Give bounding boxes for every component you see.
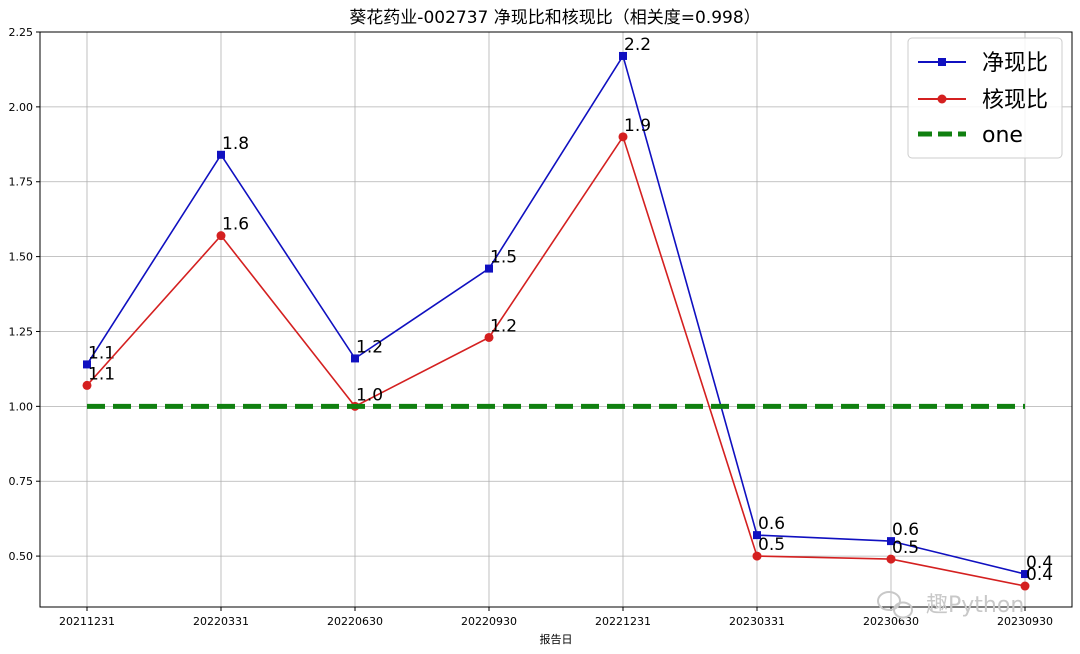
data-label: 0.4: [1026, 553, 1053, 573]
series-point-0: [619, 51, 627, 60]
data-label: 0.6: [758, 514, 785, 534]
series-point-0: [485, 264, 493, 273]
series-line-1: [86, 134, 1026, 587]
chart-title: 葵花药业-002737 净现比和核现比（相关度=0.998）: [349, 8, 760, 28]
legend-box: [907, 37, 1063, 159]
series-point-1: [216, 231, 226, 241]
data-label: 1.6: [222, 215, 249, 235]
series-point-1: [484, 332, 494, 342]
y-tick-label: 1.50: [9, 251, 34, 264]
series-point-0: [217, 150, 225, 159]
x-tick-label: 20230331: [729, 615, 785, 628]
data-label: 0.4: [1026, 565, 1053, 585]
x-axis-label: 报告日: [540, 632, 573, 646]
legend-label-2: one: [982, 123, 1023, 148]
x-tick-label: 20221231: [595, 615, 651, 628]
data-label: 1.2: [356, 337, 383, 357]
series-point-0: [351, 354, 359, 363]
watermark-text: 趣Python: [926, 593, 1024, 618]
data-label: 1.1: [88, 343, 115, 363]
series-point-0: [83, 360, 91, 369]
series-point-1: [618, 132, 628, 142]
data-label: 0.5: [892, 538, 919, 558]
x-tick-label: 20211231: [59, 615, 115, 628]
series-point-1: [752, 551, 762, 561]
data-label: 2.2: [624, 35, 651, 55]
data-label: 0.5: [758, 535, 785, 555]
data-label: 1.1: [88, 364, 115, 384]
data-label: 1.0: [356, 385, 383, 405]
series-point-0: [887, 537, 895, 546]
legend-label-0: 净现比: [982, 51, 1048, 76]
grid: [40, 31, 1072, 607]
x-tick-label: 20220630: [327, 615, 383, 628]
y-tick-label: 1.75: [9, 176, 34, 189]
y-tick-label: 0.50: [9, 550, 34, 563]
x-axis-ticks: 20211231 20220331 20220630 20220930 20221231…: [59, 607, 1053, 628]
y-tick-label: 1.25: [9, 325, 34, 338]
data-label: 1.8: [222, 134, 249, 154]
legend-label-1: 核现比: [982, 88, 1048, 113]
x-tick-label: 20220331: [193, 615, 249, 628]
series-line-0: [86, 54, 1026, 575]
y-tick-label: 0.75: [9, 475, 34, 488]
wechat-icon: [877, 591, 913, 619]
series-point-1: [1020, 581, 1030, 591]
watermark: 趣Python: [877, 591, 1024, 619]
series-point-1: [82, 380, 92, 390]
series-point-0: [1021, 570, 1029, 579]
data-label: 1.2: [490, 316, 517, 336]
series-point-1: [886, 554, 896, 564]
y-tick-label: 1.00: [9, 400, 34, 413]
x-tick-label: 20230630: [863, 615, 919, 628]
y-tick-label: 2.25: [9, 26, 34, 39]
plot-frame: [39, 31, 1073, 608]
x-tick-label: 20230930: [997, 615, 1053, 628]
legend-marker-1: [937, 94, 947, 104]
legend-marker-0: [938, 58, 946, 66]
series-point-0: [753, 531, 761, 540]
series-group: 1.1 1.8 1.2 1.5 2.2 0.6 0.6 0.4 1.1 1.6 1.0 1.2 1.9 0…: [82, 35, 1053, 591]
y-axis-ticks: 0.50 0.75 1.00 1.25 1.50 1.75 2.00 2.25: [9, 26, 40, 563]
data-label: 1.5: [490, 248, 517, 268]
legend: 净现比 核现比 one: [907, 37, 1063, 159]
data-label: 1.9: [624, 116, 651, 136]
y-tick-label: 2.00: [9, 101, 34, 114]
x-tick-label: 20220930: [461, 615, 517, 628]
data-label: 0.6: [892, 520, 919, 540]
